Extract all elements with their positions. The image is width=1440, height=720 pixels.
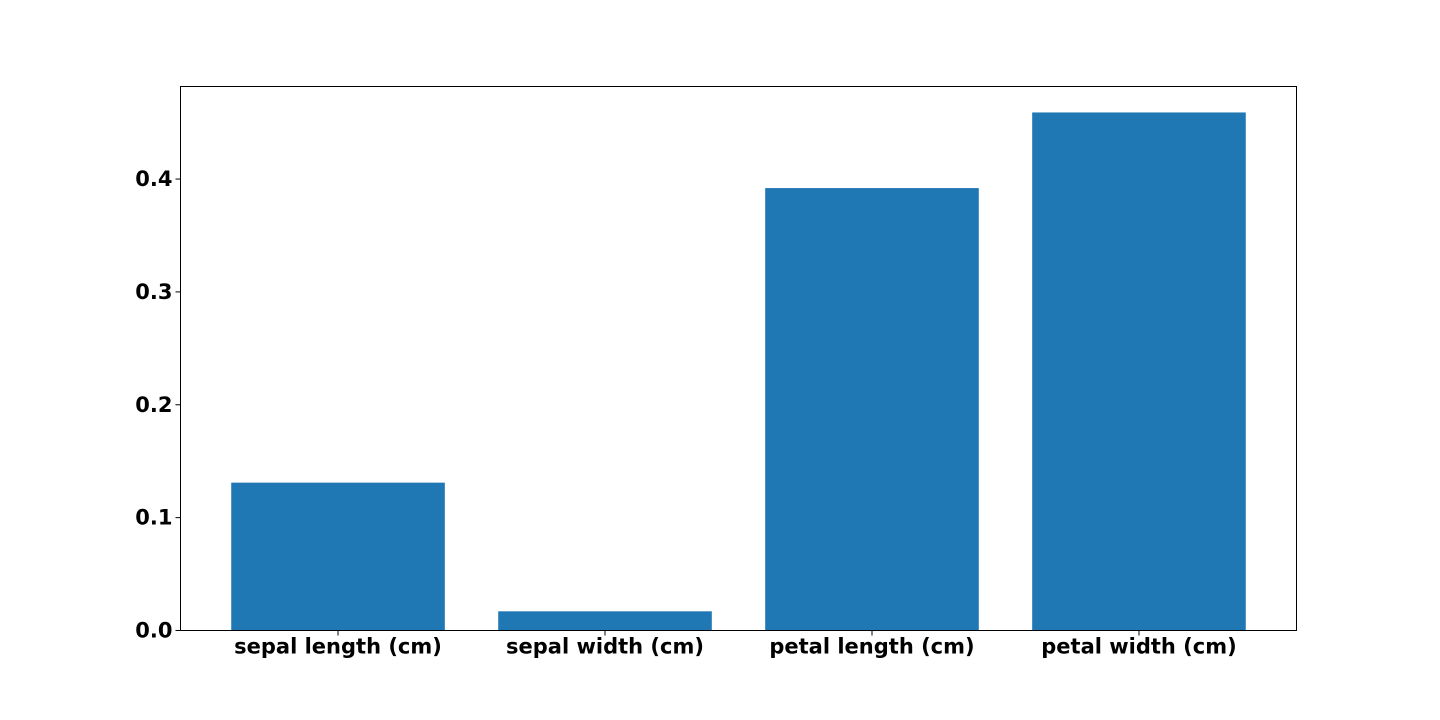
x-tick-label-3: petal width (cm) bbox=[1041, 635, 1236, 659]
y-tick-label-1: 0.1 bbox=[135, 506, 172, 530]
x-tick-label-1: sepal width (cm) bbox=[506, 635, 704, 659]
plot-frame bbox=[180, 86, 1297, 631]
y-tick-label-0: 0.0 bbox=[135, 619, 172, 643]
bar-2 bbox=[765, 188, 979, 631]
x-tick-label-2: petal length (cm) bbox=[769, 635, 974, 659]
bar-0 bbox=[231, 482, 445, 631]
bar-3 bbox=[1032, 112, 1246, 631]
y-tick-label-3: 0.3 bbox=[135, 280, 172, 304]
y-tick-label-2: 0.2 bbox=[135, 393, 172, 417]
bar-1 bbox=[498, 611, 712, 631]
y-tick-label-4: 0.4 bbox=[135, 167, 172, 191]
x-tick-label-0: sepal length (cm) bbox=[234, 635, 442, 659]
y-axis: 0.0 0.1 0.2 0.3 0.4 bbox=[135, 167, 181, 643]
x-axis: sepal length (cm) sepal width (cm) petal l… bbox=[234, 630, 1237, 659]
bars-group bbox=[231, 112, 1246, 631]
